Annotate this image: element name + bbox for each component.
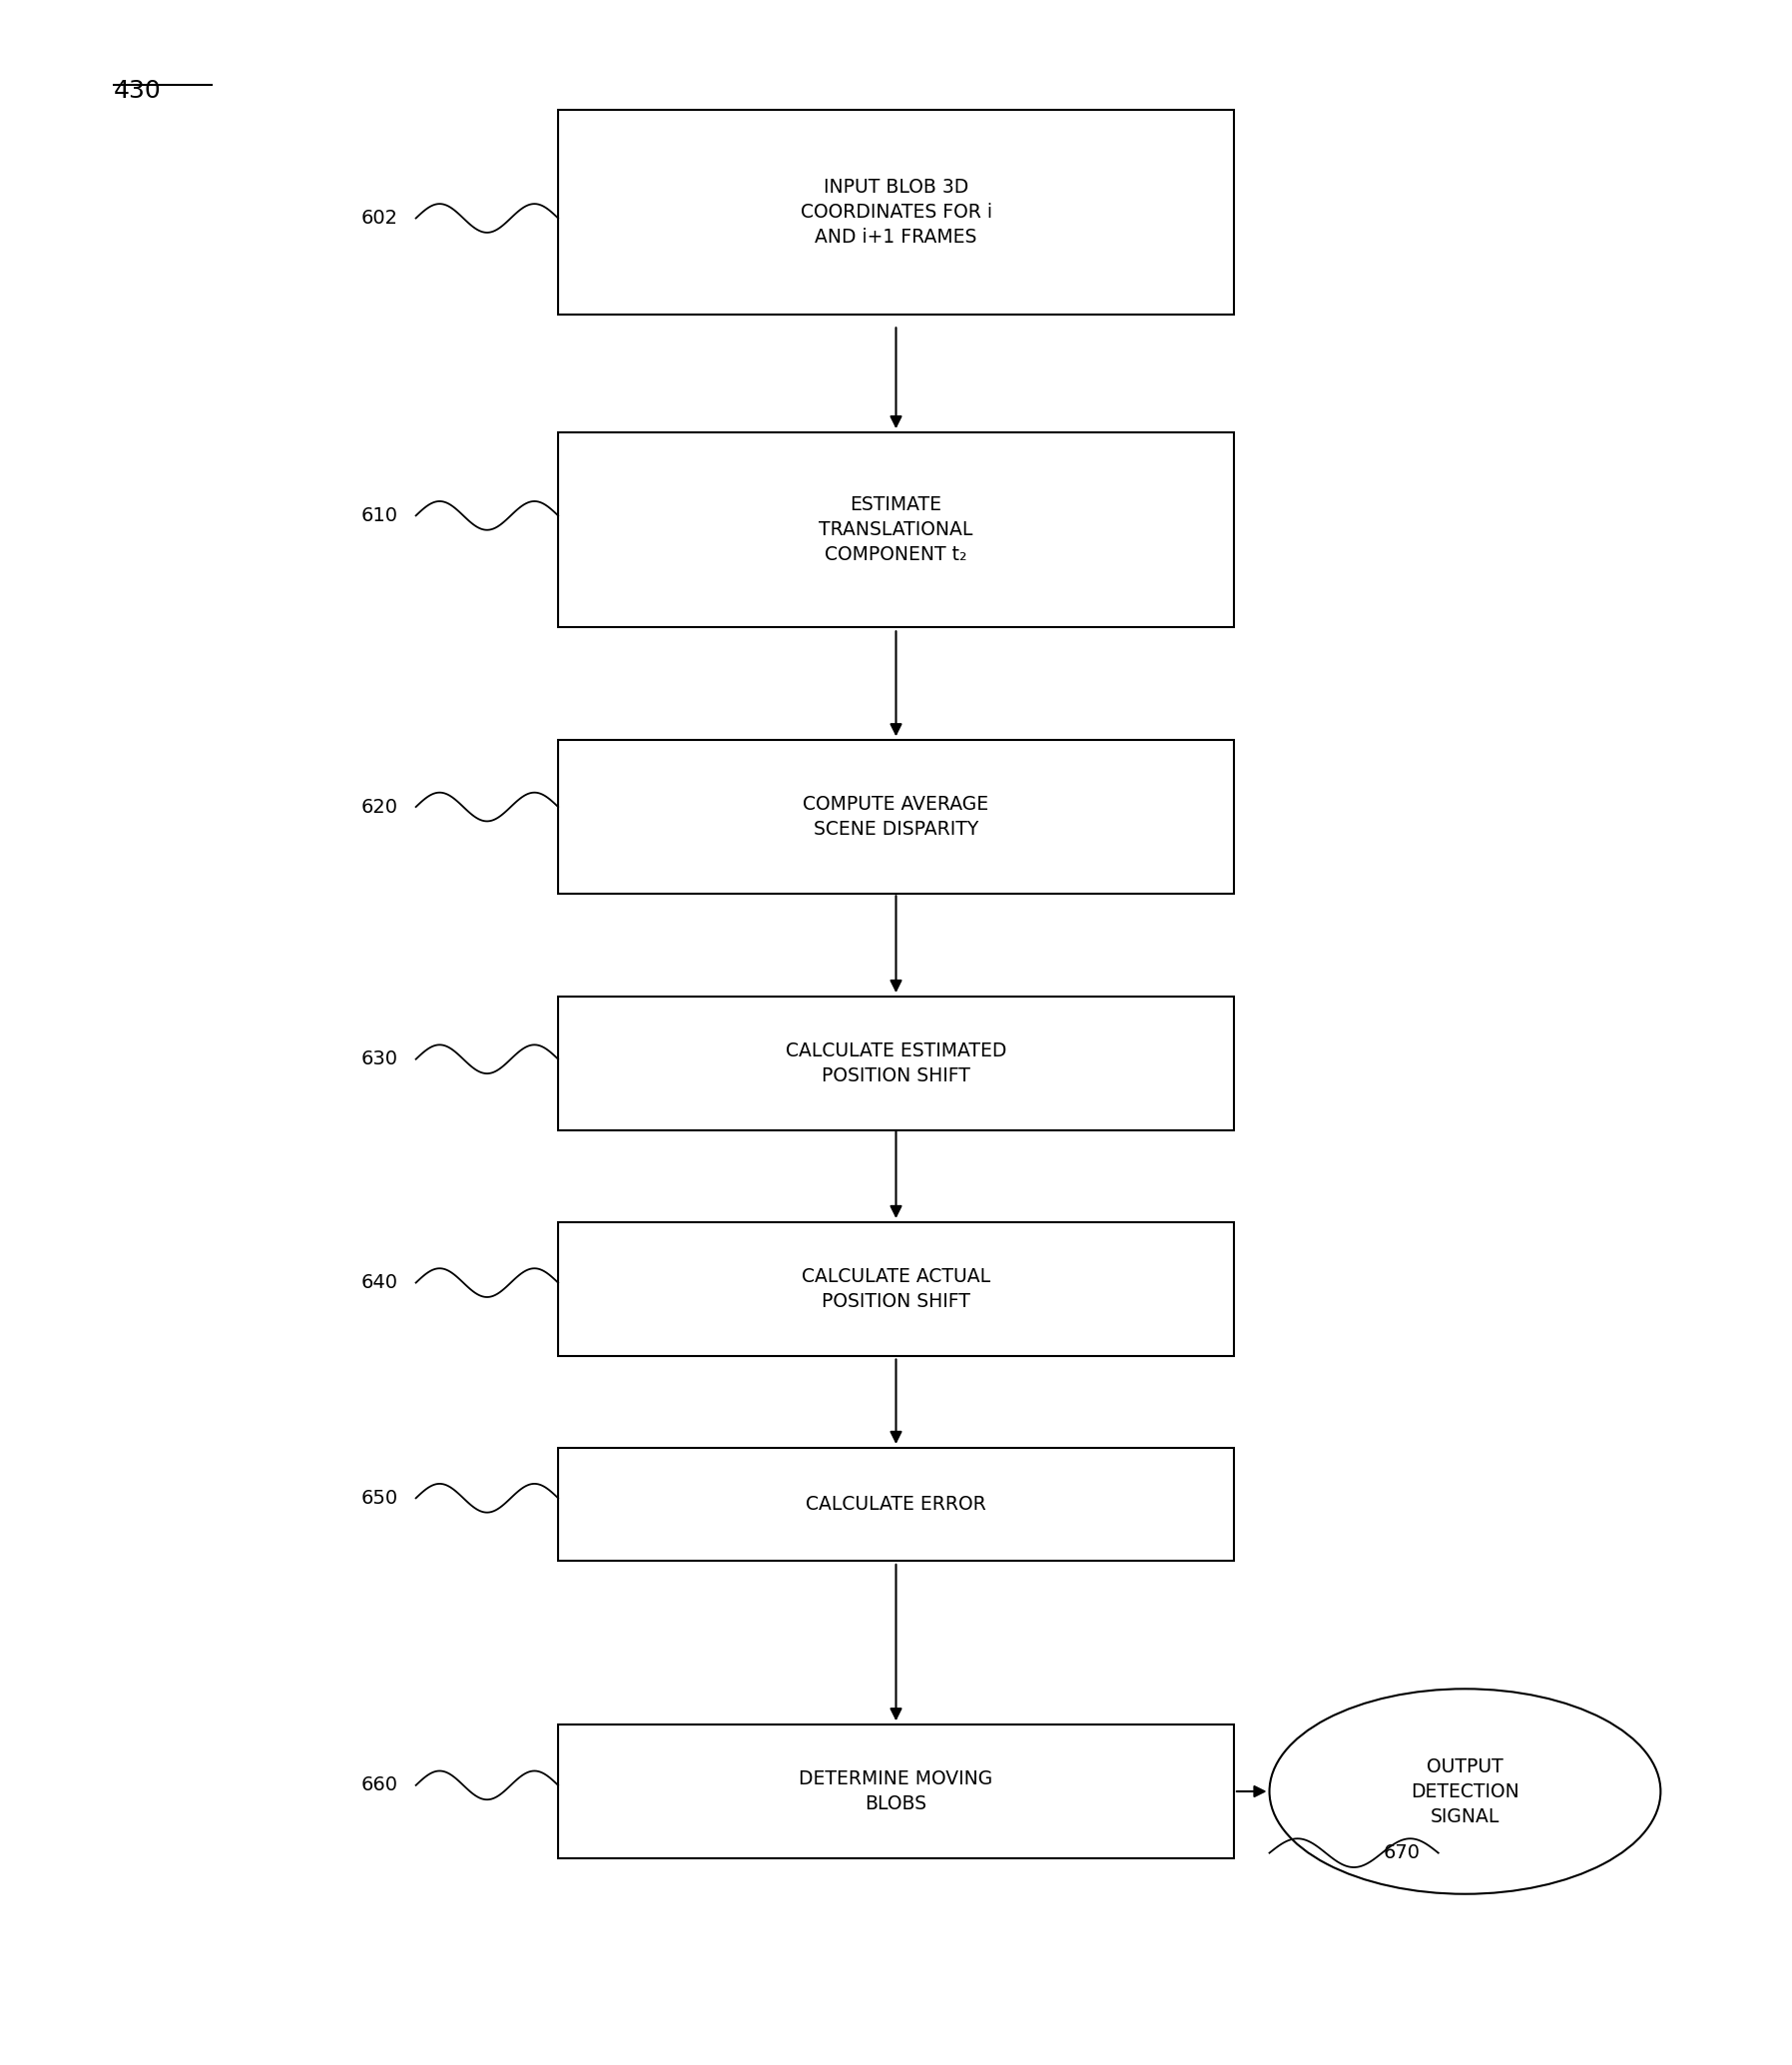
- FancyBboxPatch shape: [557, 432, 1235, 628]
- FancyBboxPatch shape: [557, 739, 1235, 894]
- Text: 650: 650: [360, 1489, 398, 1507]
- FancyBboxPatch shape: [557, 109, 1235, 314]
- Text: 660: 660: [362, 1776, 398, 1794]
- FancyBboxPatch shape: [557, 1448, 1235, 1561]
- Text: COMPUTE AVERAGE
SCENE DISPARITY: COMPUTE AVERAGE SCENE DISPARITY: [803, 795, 989, 838]
- Text: OUTPUT
DETECTION
SIGNAL: OUTPUT DETECTION SIGNAL: [1410, 1757, 1520, 1825]
- Text: INPUT BLOB 3D
COORDINATES FOR i
AND i+1 FRAMES: INPUT BLOB 3D COORDINATES FOR i AND i+1 …: [801, 178, 991, 246]
- Text: 630: 630: [362, 1049, 398, 1070]
- Text: ESTIMATE
TRANSLATIONAL
COMPONENT t₂: ESTIMATE TRANSLATIONAL COMPONENT t₂: [819, 496, 973, 564]
- Text: DETERMINE MOVING
BLOBS: DETERMINE MOVING BLOBS: [799, 1770, 993, 1813]
- Text: 602: 602: [362, 209, 398, 227]
- Text: CALCULATE ERROR: CALCULATE ERROR: [806, 1495, 986, 1514]
- Text: 430: 430: [113, 78, 161, 103]
- Text: 610: 610: [362, 506, 398, 525]
- Text: 620: 620: [362, 797, 398, 816]
- Text: CALCULATE ACTUAL
POSITION SHIFT: CALCULATE ACTUAL POSITION SHIFT: [801, 1268, 991, 1311]
- Text: CALCULATE ESTIMATED
POSITION SHIFT: CALCULATE ESTIMATED POSITION SHIFT: [785, 1041, 1007, 1086]
- Ellipse shape: [1269, 1689, 1661, 1894]
- Text: 640: 640: [362, 1274, 398, 1293]
- FancyBboxPatch shape: [557, 1724, 1235, 1859]
- FancyBboxPatch shape: [557, 1222, 1235, 1355]
- Text: 670: 670: [1383, 1844, 1421, 1863]
- FancyBboxPatch shape: [557, 997, 1235, 1130]
